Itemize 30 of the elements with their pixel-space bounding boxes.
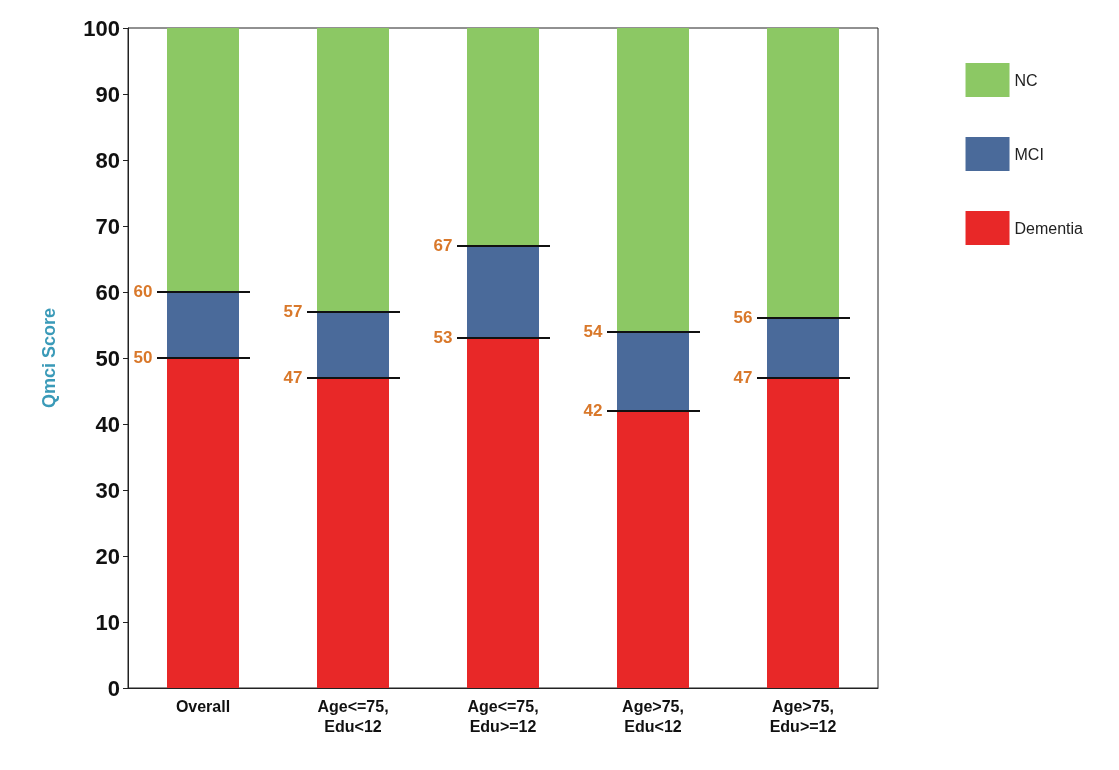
y-tick-label: 0 [107,675,120,701]
legend-label: NC [1014,71,1038,89]
x-tick-label: Age<=75, Edu>=12 [467,697,539,735]
annotation: 47 [733,367,753,388]
annotation: 57 [283,301,303,322]
annotation: 54 [583,321,603,342]
y-tick-label: 90 [95,81,120,107]
y-tick-label: 70 [95,213,120,239]
y-tick-label: 30 [95,477,120,503]
y-tick-label: 100 [83,15,120,41]
annotation: 56 [733,308,753,329]
y-axis-title: Qmci Score [39,307,59,409]
y-tick-label: 40 [95,411,120,437]
x-tick-label: Age<=75, Edu<12 [317,697,389,735]
x-tick-label: Age>75, Edu>=12 [769,697,837,735]
y-tick-label: 20 [95,543,120,569]
legend-label: Dementia [1014,219,1084,237]
y-tick-label: 10 [95,609,120,635]
annotation: 60 [133,282,153,302]
annotation: 47 [283,367,303,388]
annotation: 67 [433,235,453,256]
annotation: 42 [583,400,603,421]
x-tick-label: Overall [175,697,231,715]
x-tick-label: Age>75, Edu<12 [622,697,684,735]
y-tick-label: 50 [95,345,120,371]
legend-label: MCI [1014,145,1044,163]
y-tick-label: 80 [95,147,120,173]
y-tick-label: 60 [95,279,120,305]
annotation: 50 [133,348,153,368]
annotation: 53 [433,328,453,349]
